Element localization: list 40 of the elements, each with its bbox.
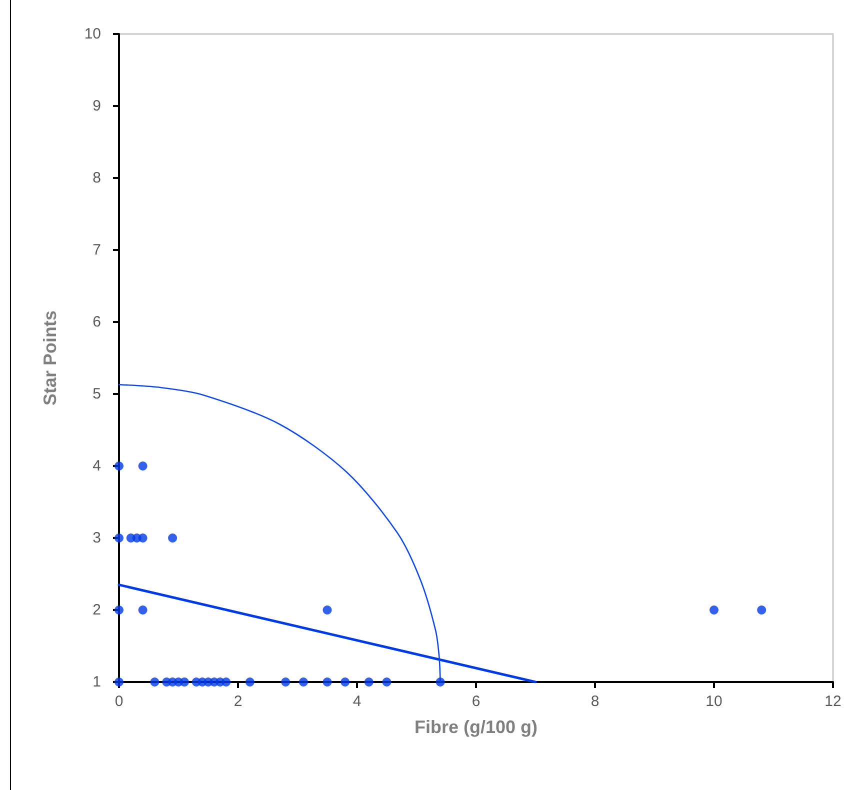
- y-axis-title: Star Points: [40, 310, 60, 406]
- x-tick-label: 8: [590, 693, 600, 710]
- point: [757, 606, 766, 614]
- point: [710, 606, 718, 614]
- point: [222, 678, 231, 686]
- point: [298, 678, 308, 686]
- point: [322, 606, 332, 614]
- point: [168, 534, 178, 542]
- x-tick-label: 0: [114, 693, 124, 710]
- y-tick-label: 2: [92, 602, 101, 618]
- point: [114, 534, 124, 542]
- y-tick-label: 1: [92, 674, 101, 690]
- x-tick-label: 6: [472, 693, 480, 710]
- point: [114, 462, 124, 470]
- point: [340, 678, 350, 686]
- y-tick-label: 3: [92, 530, 101, 546]
- x-tick-label: 2: [234, 693, 242, 710]
- y-tick-label: 10: [84, 26, 101, 42]
- x-tick-label: 4: [352, 693, 362, 710]
- point: [138, 606, 148, 614]
- point: [114, 606, 124, 614]
- point: [180, 678, 189, 686]
- x-axis-title: Fibre (g/100 g): [414, 717, 538, 737]
- y-tick-label: 6: [92, 314, 101, 330]
- point: [138, 534, 148, 542]
- point: [364, 678, 374, 686]
- point: [245, 678, 254, 686]
- x-tick-label: 12: [824, 693, 842, 710]
- point: [322, 678, 332, 686]
- y-tick-label: 4: [92, 458, 101, 474]
- point: [281, 678, 290, 686]
- y-tick-label: 7: [92, 242, 101, 258]
- x-tick-label: 10: [706, 693, 722, 710]
- point: [138, 462, 148, 470]
- y-tick-label: 9: [92, 98, 101, 114]
- y-tick-label: 5: [92, 386, 101, 402]
- point: [382, 678, 392, 686]
- point: [150, 678, 160, 686]
- y-tick-label: 8: [92, 170, 101, 186]
- point: [436, 678, 445, 686]
